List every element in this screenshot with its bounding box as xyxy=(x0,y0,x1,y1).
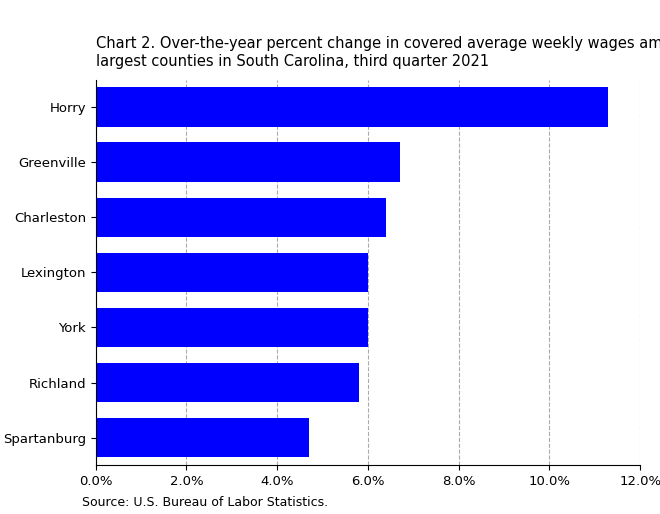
Bar xyxy=(96,363,359,402)
Bar xyxy=(96,87,609,127)
Bar xyxy=(96,308,368,347)
Text: Source: U.S. Bureau of Labor Statistics.: Source: U.S. Bureau of Labor Statistics. xyxy=(82,496,329,509)
Bar xyxy=(96,197,386,237)
Bar xyxy=(96,252,368,292)
Bar xyxy=(96,142,400,182)
Text: Chart 2. Over-the-year percent change in covered average weekly wages among the
: Chart 2. Over-the-year percent change in… xyxy=(96,36,660,69)
Bar xyxy=(96,418,309,457)
